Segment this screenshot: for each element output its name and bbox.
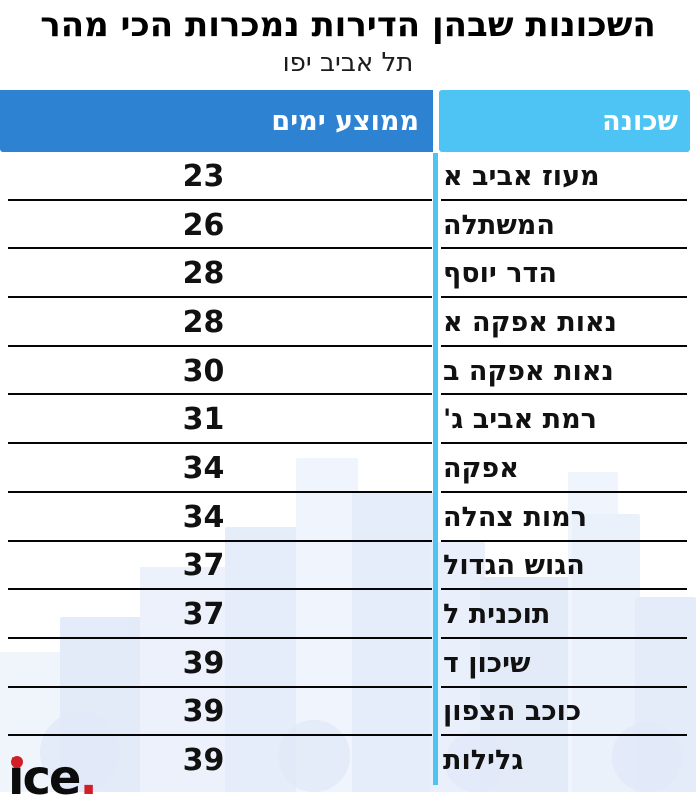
average-days-cell: 26 — [182, 207, 225, 243]
average-days-cell: 23 — [182, 158, 225, 194]
table-row: 31 רמת אביב ג' — [0, 395, 696, 444]
neighborhood-cell: כוכב הצפון — [443, 696, 582, 728]
logo-period: . — [79, 750, 97, 806]
ice-logo: ice. — [8, 754, 98, 802]
table-body: 23 מעוז אביב א 26 המשתלה 28 הדר יוסף 28 נאות אפ… — [0, 152, 696, 785]
neighborhood-cell: תוכנית ל — [443, 599, 551, 631]
average-days-cell: 37 — [182, 597, 225, 633]
table-row: 39 גלילות — [0, 736, 696, 785]
average-days-cell: 28 — [182, 256, 225, 292]
neighborhood-cell: נאות אפקה א — [443, 306, 617, 338]
table-row: 28 נאות אפקה א — [0, 298, 696, 347]
table-row: 37 תוכנית ל — [0, 590, 696, 639]
table-row: 26 המשתלה — [0, 201, 696, 250]
neighborhood-cell: גלילות — [443, 745, 524, 777]
average-days-cell: 34 — [182, 450, 225, 486]
neighborhood-cell: שיכון ד — [443, 647, 531, 679]
table-header: ממוצע ימים שכונה — [0, 90, 696, 152]
average-days-cell: 34 — [182, 499, 225, 535]
table-row: 23 מעוז אביב א — [0, 152, 696, 201]
table-row: 34 אפקה — [0, 444, 696, 493]
neighborhood-cell: הדר יוסף — [443, 258, 557, 290]
column-header-neighborhood: שכונה — [439, 90, 690, 152]
average-days-cell: 37 — [182, 548, 225, 584]
average-days-cell: 39 — [182, 645, 225, 681]
neighborhood-cell: הגוש הגדול — [443, 550, 585, 582]
neighborhood-cell: נאות אפקה ב — [443, 355, 614, 387]
table-row: 39 שיכון ד — [0, 639, 696, 688]
column-header-average-days: ממוצע ימים — [0, 90, 433, 152]
average-days-cell: 31 — [182, 402, 225, 438]
table-row: 37 הגוש הגדול — [0, 542, 696, 591]
average-days-cell: 39 — [182, 694, 225, 730]
logo-red-dot-icon — [11, 756, 23, 768]
column-divider — [433, 153, 438, 785]
neighborhood-cell: אפקה — [443, 452, 519, 484]
neighborhood-cell: רמת אביב ג' — [443, 404, 597, 436]
average-days-cell: 28 — [182, 304, 225, 340]
table-row: 28 הדר יוסף — [0, 249, 696, 298]
table-row: 39 כוכב הצפון — [0, 688, 696, 737]
page-subtitle: תל אביב יפו — [282, 48, 414, 78]
table-row: 30 נאות אפקה ב — [0, 347, 696, 396]
neighborhood-cell: המשתלה — [443, 209, 555, 241]
neighborhood-cell: רמות צהלה — [443, 501, 587, 533]
average-days-cell: 30 — [182, 353, 225, 389]
neighborhood-cell: מעוז אביב א — [443, 160, 600, 192]
page-title: השכונות שבהן הדירות נמכרות הכי מהר — [40, 5, 656, 45]
table-row: 34 רמות צהלה — [0, 493, 696, 542]
